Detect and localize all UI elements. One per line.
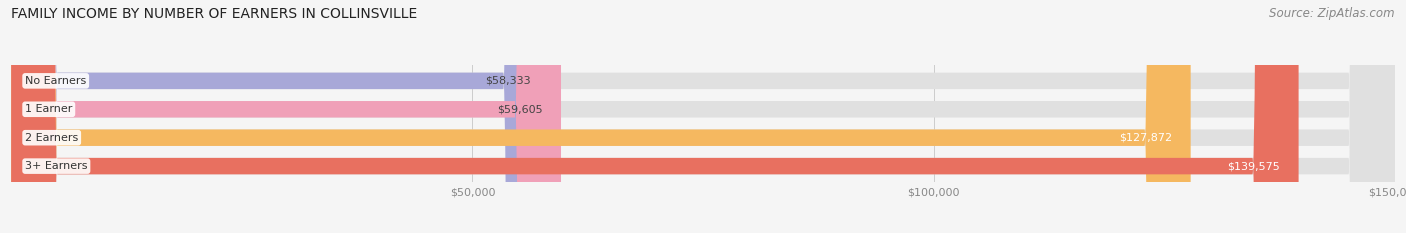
Text: No Earners: No Earners — [25, 76, 86, 86]
FancyBboxPatch shape — [11, 0, 1395, 233]
Text: 1 Earner: 1 Earner — [25, 104, 73, 114]
FancyBboxPatch shape — [11, 0, 1395, 233]
FancyBboxPatch shape — [11, 0, 1191, 233]
Text: 2 Earners: 2 Earners — [25, 133, 79, 143]
Text: $139,575: $139,575 — [1227, 161, 1279, 171]
Text: $127,872: $127,872 — [1119, 133, 1173, 143]
FancyBboxPatch shape — [11, 0, 561, 233]
Text: $58,333: $58,333 — [485, 76, 531, 86]
Text: Source: ZipAtlas.com: Source: ZipAtlas.com — [1270, 7, 1395, 20]
FancyBboxPatch shape — [11, 0, 1395, 233]
FancyBboxPatch shape — [11, 0, 1299, 233]
Text: 3+ Earners: 3+ Earners — [25, 161, 87, 171]
FancyBboxPatch shape — [11, 0, 550, 233]
FancyBboxPatch shape — [11, 0, 1395, 233]
Text: FAMILY INCOME BY NUMBER OF EARNERS IN COLLINSVILLE: FAMILY INCOME BY NUMBER OF EARNERS IN CO… — [11, 7, 418, 21]
Text: $59,605: $59,605 — [496, 104, 543, 114]
